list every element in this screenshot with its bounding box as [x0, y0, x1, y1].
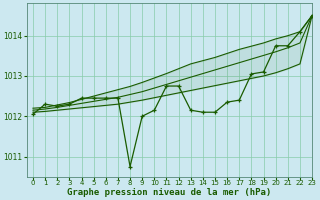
X-axis label: Graphe pression niveau de la mer (hPa): Graphe pression niveau de la mer (hPa)	[68, 188, 272, 197]
